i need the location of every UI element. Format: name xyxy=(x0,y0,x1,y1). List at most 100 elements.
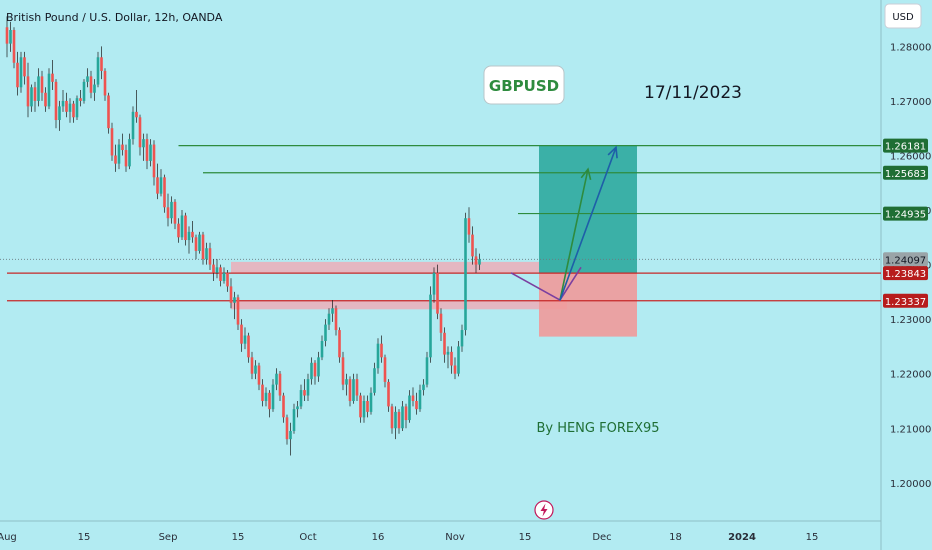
candle-body xyxy=(334,308,338,331)
candle-body xyxy=(191,231,194,238)
projection-arrowhead xyxy=(580,167,592,180)
time-tick-label: 15 xyxy=(232,532,245,543)
candle-body xyxy=(37,76,40,101)
candle-body xyxy=(457,346,460,374)
candle-body xyxy=(159,177,163,194)
currency-button[interactable]: USD xyxy=(884,3,922,29)
candle-body xyxy=(429,294,432,358)
candle-body xyxy=(278,373,282,396)
candle-body xyxy=(320,340,324,358)
candle-body xyxy=(418,390,422,410)
candle-body xyxy=(19,57,23,88)
time-tick-label: Dec xyxy=(592,532,611,543)
candle-body xyxy=(68,103,72,112)
stop-zone xyxy=(539,273,637,337)
time-tick-label: Aug xyxy=(0,532,17,543)
candle-body xyxy=(422,384,425,391)
candle-body xyxy=(380,343,383,358)
price-tick-label: 1.20000 xyxy=(890,479,931,490)
price-tick-label: 1.27000 xyxy=(890,97,931,108)
projection-path[interactable] xyxy=(559,168,589,301)
candle-body xyxy=(352,379,355,401)
candle-body xyxy=(271,384,275,410)
price-labels-layer: 1.26181 1.25683 1.24935 1.24097 1.23843 1.233… xyxy=(883,138,928,308)
price-tick-label: 1.26000 xyxy=(890,151,931,162)
candle-body xyxy=(394,411,397,429)
price-tick-label: 1.22000 xyxy=(890,370,931,381)
resistance-price-tag xyxy=(883,138,928,153)
candle-body xyxy=(345,379,348,385)
candle-body xyxy=(142,139,145,148)
candle-body xyxy=(401,406,404,429)
candle-body xyxy=(411,395,415,401)
candle-body xyxy=(250,357,254,374)
demand-zone xyxy=(231,261,539,273)
candle-body xyxy=(47,73,51,107)
support-price-tag xyxy=(883,293,928,308)
candles-layer xyxy=(5,16,481,456)
candle-body xyxy=(96,57,100,85)
candle-body xyxy=(194,237,198,251)
current-price-tag xyxy=(883,252,928,267)
projection-path[interactable] xyxy=(559,147,617,301)
candle-body xyxy=(107,95,110,129)
candle-body xyxy=(296,406,299,410)
candle-body xyxy=(376,343,380,369)
candle-body xyxy=(61,100,65,107)
time-tick-label: 18 xyxy=(669,532,682,543)
currency-button-frame[interactable] xyxy=(884,3,922,29)
candle-body xyxy=(306,379,310,396)
candle-body xyxy=(366,400,369,412)
candle-body xyxy=(240,324,243,344)
candle-body xyxy=(348,379,352,401)
candle-body xyxy=(121,144,124,151)
lightning-bolt-icon-glyph[interactable] xyxy=(540,503,548,517)
support-price-tag xyxy=(883,266,928,281)
projection-paths-layer xyxy=(510,145,618,302)
zones-layer xyxy=(231,145,637,337)
time-tick-label: 15 xyxy=(806,532,819,543)
lightning-bolt-icon[interactable] xyxy=(534,500,554,520)
price-tick-label: 1.21000 xyxy=(890,424,931,435)
candle-body xyxy=(152,144,156,178)
candle-body xyxy=(355,379,359,396)
candle-body xyxy=(317,357,320,377)
candle-body xyxy=(439,313,443,333)
candle-body xyxy=(9,30,12,44)
current-price-tag-text: 1.24097 xyxy=(885,255,926,266)
time-tick-label: Nov xyxy=(445,532,465,543)
resistance-price-tag xyxy=(883,206,928,221)
candle-body xyxy=(72,103,75,118)
candle-body xyxy=(268,392,271,410)
candle-body xyxy=(163,177,166,208)
resistance-price-tag-text: 1.26181 xyxy=(885,142,926,153)
currency-button-label[interactable]: USD xyxy=(892,12,914,23)
candle-body xyxy=(110,128,114,156)
candle-body xyxy=(166,207,170,219)
pair-badge: GBPUSD xyxy=(483,65,565,105)
candle-body xyxy=(184,215,187,241)
candle-body xyxy=(26,76,30,107)
candle-body xyxy=(254,365,257,374)
target-zone xyxy=(539,145,637,274)
candle-body xyxy=(138,117,142,148)
candle-body xyxy=(282,395,285,418)
candle-body xyxy=(219,267,222,281)
candle-body xyxy=(33,87,37,101)
time-axis[interactable]: Aug 15 Sep 15 Oct 16 Nov 15 Dec 18 2024 15 xyxy=(0,532,818,543)
price-tick-label: 1.23000 xyxy=(890,315,931,326)
time-tick-label: 15 xyxy=(519,532,532,543)
candle-body xyxy=(299,390,303,407)
candle-body xyxy=(236,297,240,325)
candle-body xyxy=(226,272,229,287)
candle-body xyxy=(205,248,208,260)
candle-body xyxy=(51,73,54,82)
candle-body xyxy=(156,177,159,194)
candle-body xyxy=(275,373,278,385)
candle-body xyxy=(460,330,464,347)
candle-body xyxy=(58,106,61,121)
candle-body xyxy=(243,335,247,344)
candle-body xyxy=(198,234,201,251)
